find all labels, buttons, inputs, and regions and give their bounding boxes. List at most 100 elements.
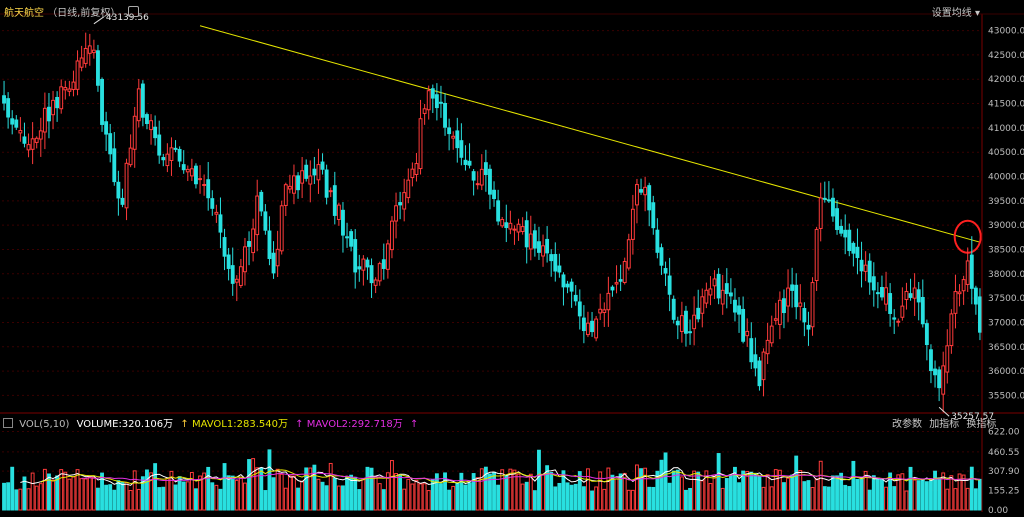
- switch-indicator-button[interactable]: 换指标: [966, 419, 996, 430]
- volume-bar-up: [239, 477, 242, 510]
- candle-up: [280, 206, 283, 251]
- candle-down: [121, 198, 124, 204]
- volume-bar-down: [178, 477, 181, 510]
- candle-up: [391, 221, 394, 249]
- volume-bar-down: [783, 483, 786, 510]
- volume-bar-down: [3, 483, 6, 510]
- candle-up: [587, 323, 590, 334]
- candle-down: [472, 172, 475, 180]
- y-tick-label: 35500.00: [988, 391, 1024, 401]
- volume-bar-down: [676, 470, 679, 510]
- candle-up: [958, 292, 961, 294]
- candle-down: [783, 299, 786, 313]
- candle-down: [141, 84, 144, 117]
- candle-down: [178, 149, 181, 161]
- indicator-name: VOL(5,10): [19, 419, 69, 430]
- candle-down: [758, 361, 761, 386]
- volume-tick-label: 0.00: [988, 506, 1008, 516]
- volume-bar-up: [235, 480, 238, 510]
- volume-bar-up: [778, 470, 781, 510]
- volume-bar-up: [19, 489, 22, 510]
- volume-bar-down: [7, 483, 10, 510]
- candle-down: [934, 369, 937, 375]
- candle-up: [513, 229, 516, 230]
- candle-up: [39, 131, 42, 139]
- candle-down: [611, 287, 614, 290]
- volume-bar-up: [27, 489, 30, 510]
- volume-bar-down: [844, 485, 847, 510]
- edit-params-button[interactable]: 改参数: [892, 419, 922, 430]
- volume-bar-down: [795, 456, 798, 510]
- candle-down: [689, 332, 692, 333]
- candle-up: [864, 265, 867, 271]
- volume-bar-up: [709, 484, 712, 510]
- indicator-buttons: 改参数 加指标 换指标: [892, 415, 1000, 430]
- candle-up: [615, 283, 618, 284]
- volume-bar-down: [832, 476, 835, 510]
- candle-down: [803, 309, 806, 322]
- volume-bar-up: [186, 482, 189, 510]
- candle-up: [766, 340, 769, 353]
- candle-down: [117, 182, 120, 198]
- candle-down: [219, 215, 222, 232]
- volume-bar-down: [342, 486, 345, 510]
- volume-bar-up: [799, 471, 802, 510]
- volume-bar-up: [770, 487, 773, 510]
- volume-bar-up: [746, 471, 749, 510]
- candle-up: [19, 131, 22, 133]
- candle-down: [656, 230, 659, 252]
- volume-bar-up: [905, 491, 908, 510]
- candle-down: [11, 119, 14, 124]
- candle-down: [97, 51, 100, 85]
- candle-up: [799, 303, 802, 306]
- settings-ma-button[interactable]: 设置均线 ▾: [932, 4, 980, 19]
- candle-down: [227, 255, 230, 268]
- candle-down: [525, 221, 528, 247]
- volume-bar-down: [754, 473, 757, 510]
- candle-down: [231, 266, 234, 284]
- candle-down: [685, 311, 688, 333]
- candle-up: [43, 108, 46, 132]
- volume-bar-up: [301, 481, 304, 510]
- settings-gear-icon[interactable]: [128, 6, 139, 17]
- indicator-toggle-icon[interactable]: [3, 418, 13, 428]
- candle-down: [272, 253, 275, 273]
- volume-bar-down: [525, 482, 528, 510]
- candle-up: [721, 290, 724, 304]
- volume-bar-down: [370, 468, 373, 510]
- candle-down: [974, 288, 977, 304]
- volume-bar-up: [966, 488, 969, 510]
- settings-ma-label: 设置均线: [932, 8, 972, 19]
- volume-bar-up: [80, 479, 83, 510]
- candle-up: [309, 176, 312, 184]
- volume-bar-up: [615, 479, 618, 510]
- candle-up: [362, 259, 365, 270]
- candle-up: [787, 288, 790, 306]
- candle-up: [680, 316, 683, 332]
- candle-down: [268, 231, 271, 258]
- volume-bar-up: [607, 468, 610, 510]
- volume-bar-down: [366, 467, 369, 510]
- y-tick-label: 37500.00: [988, 294, 1024, 304]
- candle-down: [105, 122, 108, 134]
- volume-bar-down: [505, 476, 508, 510]
- volume-bar-up: [35, 486, 38, 510]
- candle-up: [942, 366, 945, 394]
- volume-bar-up: [252, 459, 255, 510]
- candle-up: [897, 321, 900, 322]
- candle-up: [88, 46, 91, 53]
- volume-bar-up: [819, 461, 822, 510]
- candle-up: [701, 297, 704, 313]
- arrow-up-icon: ↑: [295, 419, 303, 430]
- add-indicator-button[interactable]: 加指标: [929, 419, 959, 430]
- candle-up: [215, 212, 218, 214]
- volume-bar-up: [68, 479, 71, 510]
- volume-bar-up: [411, 484, 414, 510]
- volume-bar-up: [950, 476, 953, 510]
- volume-bar-up: [815, 479, 818, 510]
- candle-down: [652, 203, 655, 228]
- volume-bar-down: [105, 485, 108, 510]
- volume-bar-up: [599, 472, 602, 510]
- candle-up: [386, 244, 389, 269]
